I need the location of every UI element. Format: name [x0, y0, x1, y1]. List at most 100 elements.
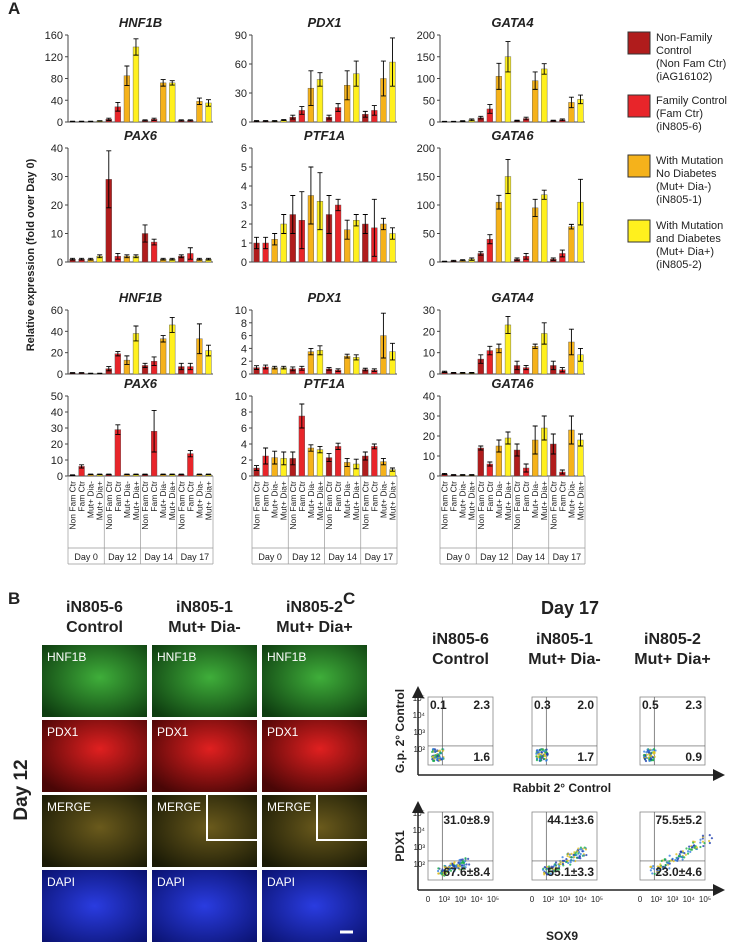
flow-event [434, 756, 436, 758]
chart-title: GATA4 [491, 290, 534, 305]
axis-label: G.p. 2° Control [393, 689, 407, 773]
flow-event [699, 842, 701, 844]
quadrant-value: 2.0 [577, 698, 594, 712]
legend-text: Control [656, 45, 691, 57]
flow-event [579, 857, 581, 859]
flow-event [709, 842, 711, 844]
column-header: iN805-2 [286, 599, 343, 616]
flow-event [645, 751, 647, 753]
bar [496, 202, 502, 262]
flow-event [583, 854, 585, 856]
channel-label: PDX1 [157, 725, 189, 739]
y-tick-label: 10 [423, 348, 435, 360]
channel-label: HNF1B [267, 650, 306, 664]
flow-event [575, 854, 577, 856]
flow-event [689, 848, 691, 850]
flow-event [678, 855, 680, 857]
legend-text: (iN805-6) [656, 121, 702, 133]
y-tick-label: 10³ [413, 843, 425, 852]
flow-event [566, 855, 568, 857]
flow-event [442, 750, 444, 752]
flow-event [664, 858, 666, 860]
column-header: Mut+ Dia- [528, 651, 600, 668]
flow-event [667, 861, 669, 863]
flow-event [676, 857, 678, 859]
bar [353, 220, 359, 262]
y-tick-label: 2 [241, 356, 247, 368]
legend-text: (Mut+ Dia-) [656, 181, 711, 193]
y-tick-label: 40 [51, 95, 63, 107]
flow-event [653, 748, 655, 750]
error-bar [460, 373, 465, 374]
x-tick-label: 10² [650, 895, 662, 904]
bar [371, 446, 377, 476]
legend-text: (Mut+ Dia+) [656, 246, 714, 258]
y-tick-label: 0 [241, 471, 247, 483]
legend-text: Non-Family [656, 32, 713, 44]
column-header: iN805-1 [176, 599, 233, 616]
y-tick-label: 0 [57, 471, 63, 483]
legend-text: (iAG16102) [656, 71, 712, 83]
quadrant-value: 0.1 [430, 698, 447, 712]
x-tick-label: Mut+ Dia+ [203, 481, 213, 520]
quadrant-value: 2.3 [473, 698, 490, 712]
y-tick-label: 4 [241, 181, 247, 193]
x-tick-label: 10⁵ [487, 895, 499, 904]
error-bar [460, 475, 465, 476]
chart-title: PAX6 [124, 128, 158, 143]
error-bar [161, 474, 166, 475]
y-tick-label: 0 [429, 257, 435, 269]
flow-event [694, 841, 696, 843]
y-tick-label: 10 [51, 229, 63, 241]
y-tick-label: 8 [241, 318, 247, 330]
y-tick-label: 100 [417, 74, 435, 86]
bar [115, 430, 121, 476]
bar [335, 205, 341, 262]
error-bar [179, 474, 184, 475]
error-bar [106, 474, 111, 475]
y-tick-label: 4 [241, 439, 247, 451]
flow-event [682, 858, 684, 860]
flow-event [570, 859, 572, 861]
error-bar [79, 373, 84, 374]
chart-title: PTF1A [304, 376, 345, 391]
flow-event [685, 847, 687, 849]
flow-event [585, 854, 587, 856]
bar [317, 450, 323, 476]
y-tick-label: 10⁵ [413, 809, 425, 818]
error-bar [460, 121, 465, 122]
flow-event [708, 840, 710, 842]
y-axis-label: Relative expression (fold over Day 0) [25, 158, 37, 351]
row-label: Day 12 [11, 759, 32, 820]
legend-text: With Mutation [656, 220, 723, 232]
flow-event [543, 872, 545, 874]
flow-event [542, 869, 544, 871]
flow-event [687, 852, 689, 854]
y-tick-label: 1 [241, 238, 247, 250]
flow-event [689, 851, 691, 853]
legend-swatch [628, 32, 650, 54]
y-tick-label: 20 [423, 431, 435, 443]
x-tick-label: 10⁵ [699, 895, 711, 904]
flow-event [555, 861, 557, 863]
flow-event [709, 834, 711, 836]
y-tick-label: 50 [423, 229, 435, 241]
quadrant-value: 1.6 [473, 750, 490, 764]
y-tick-label: 5 [241, 162, 247, 174]
y-tick-label: 40 [51, 407, 63, 419]
legend-text: (Non Fam Ctr) [656, 58, 726, 70]
error-bar [70, 121, 75, 122]
y-tick-label: 100 [417, 200, 435, 212]
error-bar [469, 475, 474, 476]
channel-label: PDX1 [47, 725, 79, 739]
y-tick-label: 10 [235, 391, 247, 403]
column-header: Mut+ Dia+ [276, 619, 352, 636]
chart-title: HNF1B [119, 290, 162, 305]
flow-event [580, 853, 582, 855]
legend-text: (iN805-1) [656, 194, 702, 206]
y-tick-label: 40 [423, 391, 435, 403]
y-tick-label: 3 [241, 200, 247, 212]
flow-event [545, 755, 547, 757]
panel-label: C [343, 589, 355, 608]
column-header: Mut+ Dia- [168, 619, 240, 636]
